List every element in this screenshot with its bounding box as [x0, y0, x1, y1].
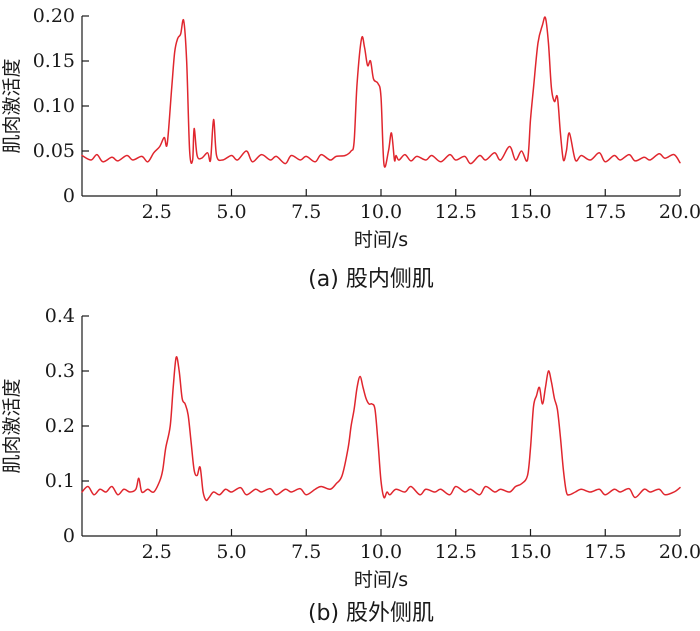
x-tick-label: 12.5: [435, 541, 477, 563]
y-tick-label: 0.20: [33, 5, 75, 27]
x-tick-label: 10.0: [360, 541, 402, 563]
x-axis-label: 时间/s: [354, 569, 408, 591]
series-line-0: [81, 356, 681, 502]
x-tick-label: 2.5: [142, 541, 172, 563]
y-tick-label: 0.10: [33, 95, 75, 117]
x-axis-label: 时间/s: [354, 229, 408, 251]
y-tick-label: 0.2: [45, 415, 75, 437]
y-axis-label: 肌肉激活度: [1, 58, 23, 153]
x-tick-label: 20.0: [659, 541, 700, 563]
x-tick-label: 5.0: [216, 541, 246, 563]
panel-caption: (b) 股外侧肌: [308, 601, 434, 626]
x-tick-label: 15.0: [509, 541, 551, 563]
x-tick-label: 5.0: [216, 201, 246, 223]
x-tick-label: 17.5: [584, 541, 626, 563]
chart-panel-1: 0 0.1 0.2 0.3 0.4 2.5 5.0 7.5 10.0 12.5 15.0 17.5 20…: [1, 305, 700, 626]
chart-panel-0: 0 0.05 0.10 0.15 0.20 2.5 5.0 7.5 10.0 12.5 15.0 17…: [1, 5, 700, 292]
x-tick-label: 20.0: [659, 201, 700, 223]
y-axis-label: 肌肉激活度: [1, 378, 23, 473]
x-tick-label: 10.0: [360, 201, 402, 223]
y-tick-label: 0.4: [45, 305, 75, 327]
y-tick-label: 0.3: [45, 360, 75, 382]
y-tick-label: 0: [63, 185, 75, 207]
x-tick-label: 7.5: [291, 541, 321, 563]
y-tick-label: 0.05: [33, 140, 75, 162]
x-tick-label: 17.5: [584, 201, 626, 223]
series-line-0: [81, 16, 681, 168]
y-tick-label: 0: [63, 525, 75, 547]
y-tick-label: 0.15: [33, 50, 75, 72]
x-tick-label: 2.5: [142, 201, 172, 223]
x-tick-label: 15.0: [509, 201, 551, 223]
x-tick-label: 12.5: [435, 201, 477, 223]
x-tick-label: 7.5: [291, 201, 321, 223]
panel-caption: (a) 股内侧肌: [308, 267, 434, 292]
y-tick-label: 0.1: [45, 470, 75, 492]
